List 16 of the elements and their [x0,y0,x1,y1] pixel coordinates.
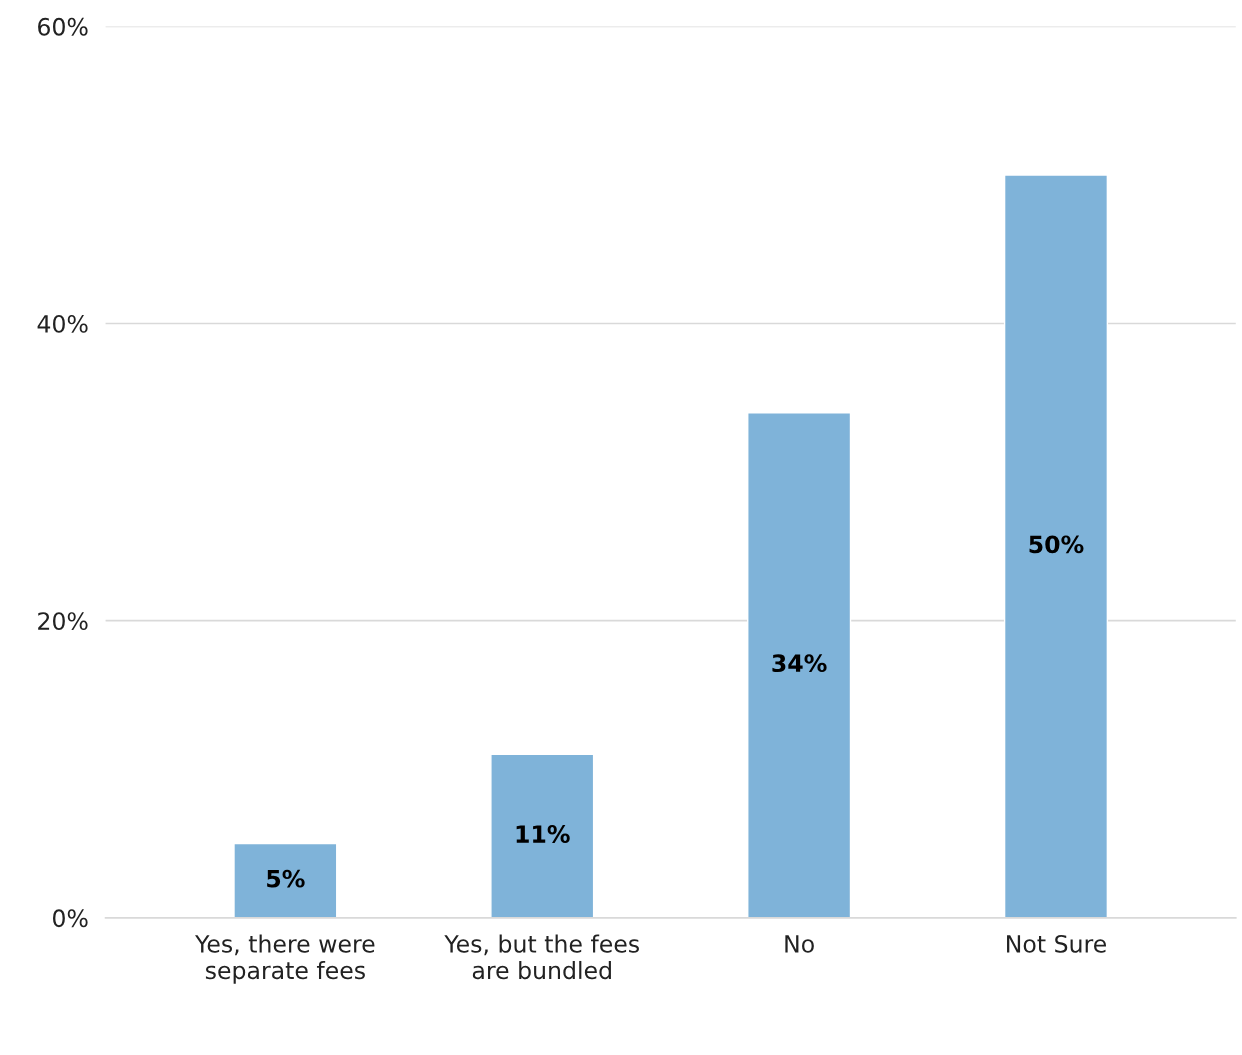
bar [1003,174,1109,918]
x-tick-label: No [785,935,814,953]
bar [490,753,595,918]
data-label: 5% [267,869,305,888]
bar [747,411,852,918]
y-tick-label: 60% [38,17,88,36]
y-tick-label: 20% [38,612,88,630]
y-tick-label: 0% [53,909,88,928]
x-tick-label: Yes, but the fees are bundled [444,934,639,980]
bar [233,842,338,918]
data-label: 34% [772,654,827,673]
x-tick-label: Not Sure [1007,934,1106,953]
data-label: 11% [516,825,570,843]
y-tick-label: 40% [37,314,88,333]
x-tick-label: Yes, there were separate fees [195,934,375,984]
data-label: 50% [1029,535,1084,554]
